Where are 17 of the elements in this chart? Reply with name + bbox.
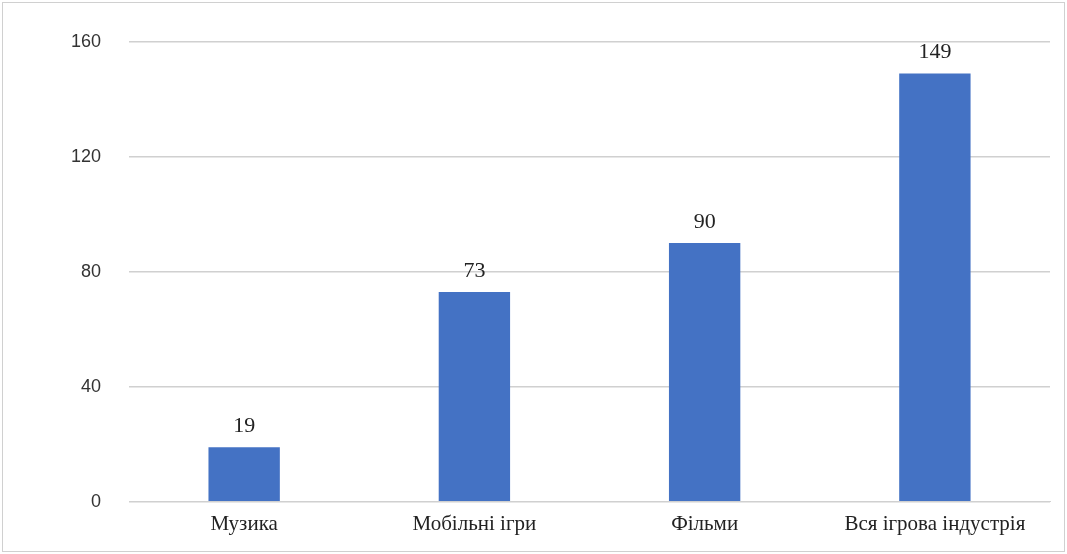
x-tick-label: Мобільні ігри [412, 510, 537, 535]
y-tick-label: 160 [70, 30, 102, 51]
data-label: 19 [233, 411, 256, 437]
y-tick-label: 80 [81, 260, 102, 281]
y-tick-label: 0 [91, 490, 102, 511]
x-tick-label: Фільми [671, 510, 739, 535]
x-tick-label: Музика [210, 510, 279, 535]
bar [438, 291, 511, 502]
bar [899, 73, 971, 502]
data-label: 73 [463, 256, 486, 282]
y-tick-label: 120 [70, 145, 102, 166]
y-tick-label: 40 [81, 375, 102, 396]
bar [208, 447, 280, 502]
bar [668, 243, 741, 502]
x-tick-label: Вся ігрова індустрія [844, 510, 1026, 535]
data-label: 90 [693, 207, 716, 233]
data-label: 149 [918, 38, 952, 64]
